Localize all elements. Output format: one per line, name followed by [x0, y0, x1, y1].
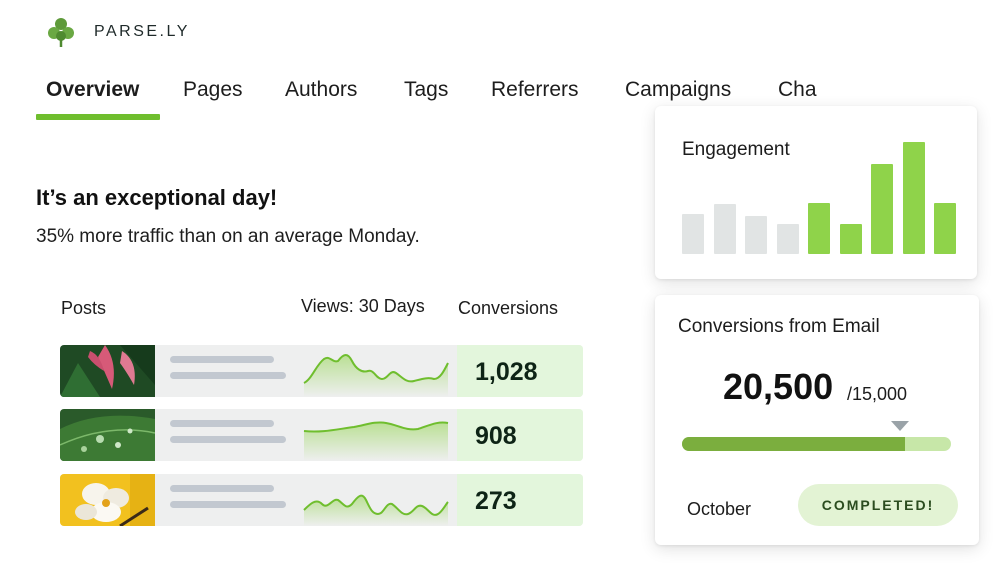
engagement-bar — [745, 216, 767, 254]
target-marker — [891, 421, 909, 431]
tab-referrers[interactable]: Referrers — [491, 78, 579, 101]
post-title-placeholder — [170, 420, 274, 427]
conversions-cell: 1,028 — [457, 345, 583, 397]
engagement-bar — [839, 224, 862, 254]
views-column-header: Views: 30 Days — [301, 296, 425, 316]
views-sparkline — [303, 421, 449, 461]
views-sparkline — [303, 354, 449, 397]
table-row[interactable]: 273 — [60, 474, 583, 526]
brand-logo[interactable]: PARSE.LY — [46, 16, 190, 48]
conversions-cell: 273 — [457, 474, 583, 526]
views-sparkline — [303, 494, 449, 526]
engagement-bar — [776, 224, 799, 254]
water-drop-leaf-thumbnail — [60, 409, 155, 461]
parsley-leaf-icon — [48, 18, 74, 47]
main-tabs: Overview Pages Authors Tags Referrers Ca… — [0, 64, 1005, 124]
brand-name: PARSE.LY — [94, 23, 190, 40]
table-row[interactable]: 1,028 — [60, 345, 583, 397]
status-badge[interactable]: COMPLETED! — [798, 484, 958, 526]
tab-authors[interactable]: Authors — [285, 78, 358, 101]
engagement-bar — [934, 203, 956, 254]
post-title-placeholder — [170, 485, 274, 492]
tab-overview[interactable]: Overview — [46, 78, 140, 101]
conversions-column-header: Conversions — [458, 298, 559, 318]
summary-headline: It’s an exceptional day! — [36, 185, 278, 210]
pink-flower-thumbnail — [60, 345, 155, 397]
post-meta-placeholder — [170, 436, 286, 443]
conversions-progress-fill — [682, 437, 906, 451]
period-month: October — [687, 499, 752, 519]
tab-channels[interactable]: Cha — [778, 78, 817, 101]
engagement-bar — [871, 164, 893, 254]
conversions-value: 908 — [475, 422, 517, 450]
engagement-bar — [682, 214, 704, 254]
engagement-title: Engagement — [682, 139, 790, 160]
conversions-progress-bar — [682, 437, 951, 451]
conversions-total: 20,500 — [723, 366, 834, 407]
table-row[interactable]: 908 — [60, 409, 583, 461]
conversions-email-title: Conversions from Email — [678, 316, 880, 337]
white-orchid-thumbnail — [60, 474, 155, 526]
tab-pages[interactable]: Pages — [183, 78, 243, 101]
posts-column-header: Posts — [61, 298, 107, 318]
engagement-bar — [808, 203, 830, 254]
conversions-target: /15,000 — [847, 384, 908, 404]
engagement-card[interactable]: Engagement — [655, 106, 977, 279]
conversions-email-card[interactable]: Conversions from Email 20,500 /15,000 Oc… — [655, 295, 979, 545]
post-meta-placeholder — [170, 501, 286, 508]
conversions-cell: 908 — [457, 409, 583, 461]
active-tab-indicator — [36, 114, 160, 120]
tab-campaigns[interactable]: Campaigns — [625, 78, 732, 101]
conversions-value: 1,028 — [475, 358, 538, 386]
engagement-bar — [902, 142, 925, 254]
summary-subline: 35% more traffic than on an average Mond… — [36, 226, 420, 247]
tab-tags[interactable]: Tags — [404, 78, 449, 101]
conversions-value: 273 — [475, 487, 517, 515]
engagement-bar — [713, 204, 736, 254]
post-meta-placeholder — [170, 372, 286, 379]
post-title-placeholder — [170, 356, 274, 363]
